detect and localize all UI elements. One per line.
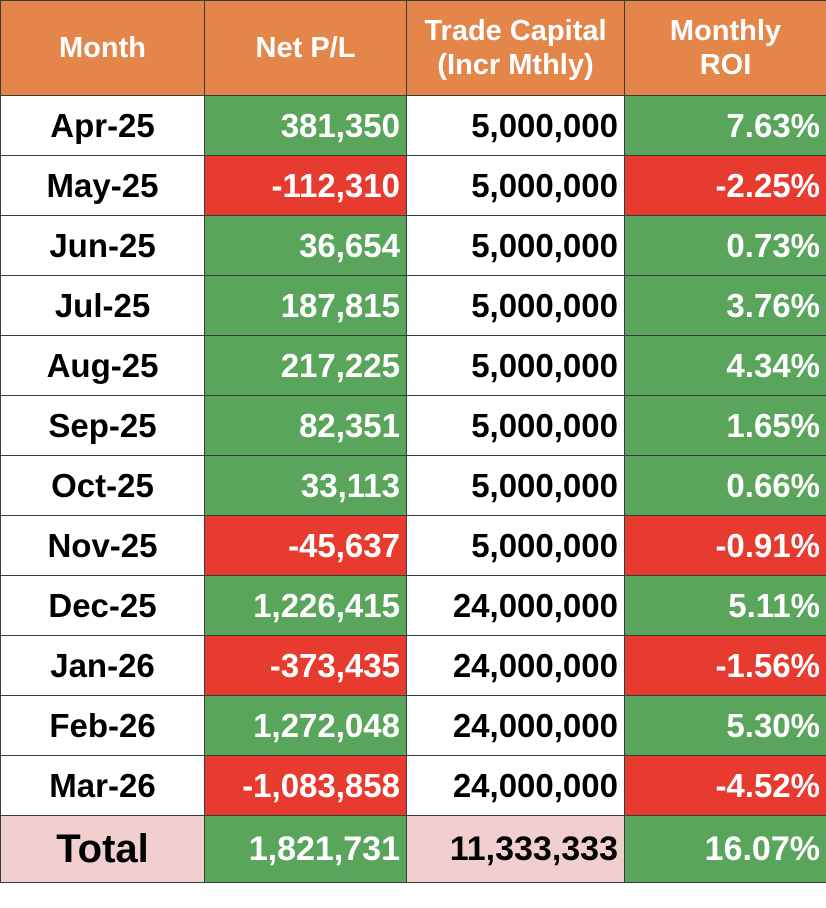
net-pl-cell: 36,654 (204, 215, 407, 276)
roi-cell: 5.30% (624, 695, 826, 756)
net-pl-cell: 217,225 (204, 335, 407, 396)
roi-cell: 4.34% (624, 335, 826, 396)
net-pl-cell: -45,637 (204, 515, 407, 576)
total-roi: 16.07% (624, 815, 826, 883)
trade-capital-cell: 5,000,000 (406, 215, 625, 276)
trade-capital-cell: 5,000,000 (406, 515, 625, 576)
month-cell: Oct-25 (0, 455, 205, 516)
table-row: Jul-25 187,815 5,000,000 3.76% (0, 275, 826, 336)
net-pl-cell: -112,310 (204, 155, 407, 216)
roi-cell: 7.63% (624, 95, 826, 156)
trade-capital-cell: 24,000,000 (406, 635, 625, 696)
roi-cell: -0.91% (624, 515, 826, 576)
table-row: Dec-25 1,226,415 24,000,000 5.11% (0, 575, 826, 636)
roi-cell: 0.66% (624, 455, 826, 516)
trade-capital-cell: 5,000,000 (406, 155, 625, 216)
header-month: Month (0, 0, 205, 96)
trade-capital-cell: 5,000,000 (406, 395, 625, 456)
monthly-pl-table: Month Net P/L Trade Capital (Incr Mthly)… (0, 0, 826, 883)
header-monthly-roi: Monthly ROI (624, 0, 826, 96)
table-row: Jun-25 36,654 5,000,000 0.73% (0, 215, 826, 276)
roi-cell: -1.56% (624, 635, 826, 696)
trade-capital-cell: 24,000,000 (406, 575, 625, 636)
total-net-pl: 1,821,731 (204, 815, 407, 883)
roi-cell: 5.11% (624, 575, 826, 636)
month-cell: Feb-26 (0, 695, 205, 756)
total-label: Total (0, 815, 205, 883)
net-pl-cell: 82,351 (204, 395, 407, 456)
roi-cell: 0.73% (624, 215, 826, 276)
total-row: Total 1,821,731 11,333,333 16.07% (0, 815, 826, 883)
month-cell: Aug-25 (0, 335, 205, 396)
month-cell: Sep-25 (0, 395, 205, 456)
trade-capital-cell: 5,000,000 (406, 95, 625, 156)
month-cell: Apr-25 (0, 95, 205, 156)
table-row: Oct-25 33,113 5,000,000 0.66% (0, 455, 826, 516)
roi-cell: 1.65% (624, 395, 826, 456)
table-row: Aug-25 217,225 5,000,000 4.34% (0, 335, 826, 396)
table-row: May-25 -112,310 5,000,000 -2.25% (0, 155, 826, 216)
month-cell: Mar-26 (0, 755, 205, 816)
table-row: Sep-25 82,351 5,000,000 1.65% (0, 395, 826, 456)
roi-cell: -4.52% (624, 755, 826, 816)
net-pl-cell: -1,083,858 (204, 755, 407, 816)
header-net-pl: Net P/L (204, 0, 407, 96)
trade-capital-cell: 5,000,000 (406, 455, 625, 516)
net-pl-cell: 33,113 (204, 455, 407, 516)
month-cell: Jul-25 (0, 275, 205, 336)
trade-capital-cell: 5,000,000 (406, 275, 625, 336)
month-cell: Jun-25 (0, 215, 205, 276)
trade-capital-cell: 24,000,000 (406, 695, 625, 756)
header-trade-capital: Trade Capital (Incr Mthly) (406, 0, 625, 96)
table-row: Feb-26 1,272,048 24,000,000 5.30% (0, 695, 826, 756)
header-row: Month Net P/L Trade Capital (Incr Mthly)… (0, 0, 826, 96)
table-row: Nov-25 -45,637 5,000,000 -0.91% (0, 515, 826, 576)
net-pl-cell: -373,435 (204, 635, 407, 696)
table-row: Apr-25 381,350 5,000,000 7.63% (0, 95, 826, 156)
month-cell: Nov-25 (0, 515, 205, 576)
net-pl-cell: 1,272,048 (204, 695, 407, 756)
roi-cell: 3.76% (624, 275, 826, 336)
trade-capital-cell: 24,000,000 (406, 755, 625, 816)
net-pl-cell: 187,815 (204, 275, 407, 336)
roi-cell: -2.25% (624, 155, 826, 216)
total-trade-capital: 11,333,333 (406, 815, 625, 883)
net-pl-cell: 1,226,415 (204, 575, 407, 636)
month-cell: Dec-25 (0, 575, 205, 636)
month-cell: May-25 (0, 155, 205, 216)
month-cell: Jan-26 (0, 635, 205, 696)
net-pl-cell: 381,350 (204, 95, 407, 156)
trade-capital-cell: 5,000,000 (406, 335, 625, 396)
table-row: Jan-26 -373,435 24,000,000 -1.56% (0, 635, 826, 696)
table-row: Mar-26 -1,083,858 24,000,000 -4.52% (0, 755, 826, 816)
